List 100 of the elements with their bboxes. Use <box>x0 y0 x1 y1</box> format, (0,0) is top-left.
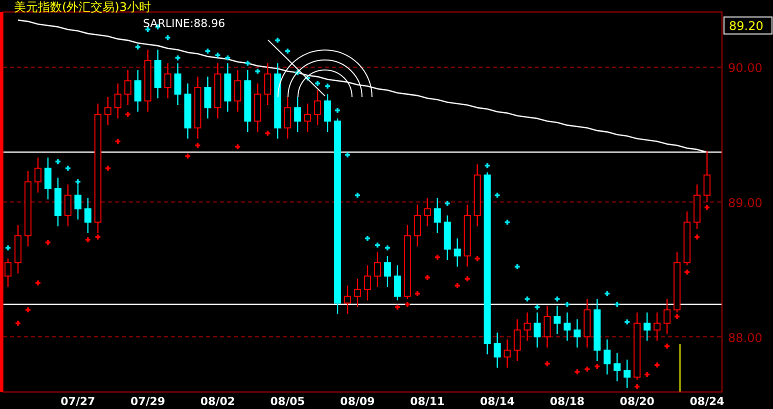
x-tick-label: 08/20 <box>620 395 655 408</box>
point <box>414 290 421 298</box>
candlestick <box>14 224 22 274</box>
candlestick <box>604 338 611 376</box>
candlestick <box>504 338 511 368</box>
point <box>214 52 222 59</box>
candlestick <box>134 69 142 112</box>
candlestick <box>554 305 561 335</box>
point <box>444 200 451 207</box>
candlestick <box>234 69 242 112</box>
candlestick <box>284 96 292 140</box>
candlestick <box>534 312 541 348</box>
candlestick <box>264 62 272 106</box>
point <box>634 383 641 390</box>
point <box>454 282 461 289</box>
candlestick <box>544 305 551 348</box>
candlestick <box>514 318 521 362</box>
point <box>244 60 252 67</box>
point <box>164 34 172 42</box>
point <box>14 320 22 327</box>
point <box>194 142 202 149</box>
point <box>234 143 242 150</box>
candlestick <box>144 49 152 112</box>
point <box>104 164 112 172</box>
point <box>554 296 561 302</box>
candlestick <box>584 298 591 348</box>
point <box>524 296 531 302</box>
candlestick <box>34 156 42 194</box>
x-tick-label: 08/09 <box>340 395 375 408</box>
candlestick <box>664 298 671 335</box>
point <box>354 192 361 199</box>
candlestick <box>564 312 571 342</box>
y-tick-label: 89.00 <box>728 196 762 210</box>
point <box>324 82 331 90</box>
point <box>534 304 541 311</box>
point <box>704 204 710 211</box>
candlestick <box>44 156 52 200</box>
x-tick-label: 07/27 <box>60 395 96 408</box>
candlestick <box>494 332 501 368</box>
candlestick <box>214 62 222 120</box>
point <box>614 301 621 308</box>
point <box>284 48 292 54</box>
candlestick <box>574 318 581 348</box>
candlestick <box>64 184 72 227</box>
point <box>384 244 391 252</box>
point <box>184 152 192 160</box>
x-tick-label: 08/18 <box>550 395 585 408</box>
point <box>364 234 371 242</box>
candlestick <box>454 238 461 268</box>
text: 89.20 <box>729 19 764 33</box>
point <box>134 44 142 50</box>
candlestick <box>374 251 381 288</box>
point <box>404 301 411 308</box>
candlestick <box>154 49 162 99</box>
point <box>304 74 311 82</box>
candlestick <box>184 82 192 140</box>
point <box>334 106 341 114</box>
candlestick <box>524 312 531 342</box>
point <box>644 371 651 378</box>
point <box>654 362 660 368</box>
candlestick <box>424 197 431 227</box>
candlestick <box>294 96 302 133</box>
point <box>84 236 92 244</box>
candlestick <box>434 197 441 234</box>
point <box>314 80 321 87</box>
y-tick-label: 88.00 <box>728 330 762 345</box>
point <box>124 111 132 118</box>
candlestick <box>244 69 252 133</box>
candlestick <box>414 204 421 248</box>
point <box>174 54 182 62</box>
point <box>114 138 122 145</box>
point <box>294 69 301 76</box>
point <box>224 54 232 62</box>
point <box>664 342 670 350</box>
candlestick <box>254 82 262 133</box>
candlestick <box>614 352 621 382</box>
candlestick <box>474 164 481 227</box>
point <box>494 192 501 199</box>
point <box>604 290 611 298</box>
point <box>34 279 42 286</box>
x-tick-label: 08/24 <box>690 395 725 408</box>
point <box>694 234 700 240</box>
candlestick <box>624 359 631 389</box>
x-tick-label: 08/11 <box>410 395 445 408</box>
candlestick <box>174 62 182 106</box>
candlestick <box>24 170 32 248</box>
candlestick <box>204 76 212 120</box>
point <box>374 242 381 249</box>
candlestick <box>654 312 661 342</box>
x-tick-label: 08/05 <box>270 395 305 408</box>
point <box>4 244 12 252</box>
y-tick-label: 90.00 <box>728 61 762 76</box>
candlestick <box>644 312 651 342</box>
candlestick <box>594 298 601 362</box>
point <box>594 362 601 370</box>
point <box>574 368 581 376</box>
point <box>484 162 491 170</box>
candlestick <box>104 96 112 126</box>
point <box>344 151 351 158</box>
candlestick <box>114 82 122 120</box>
